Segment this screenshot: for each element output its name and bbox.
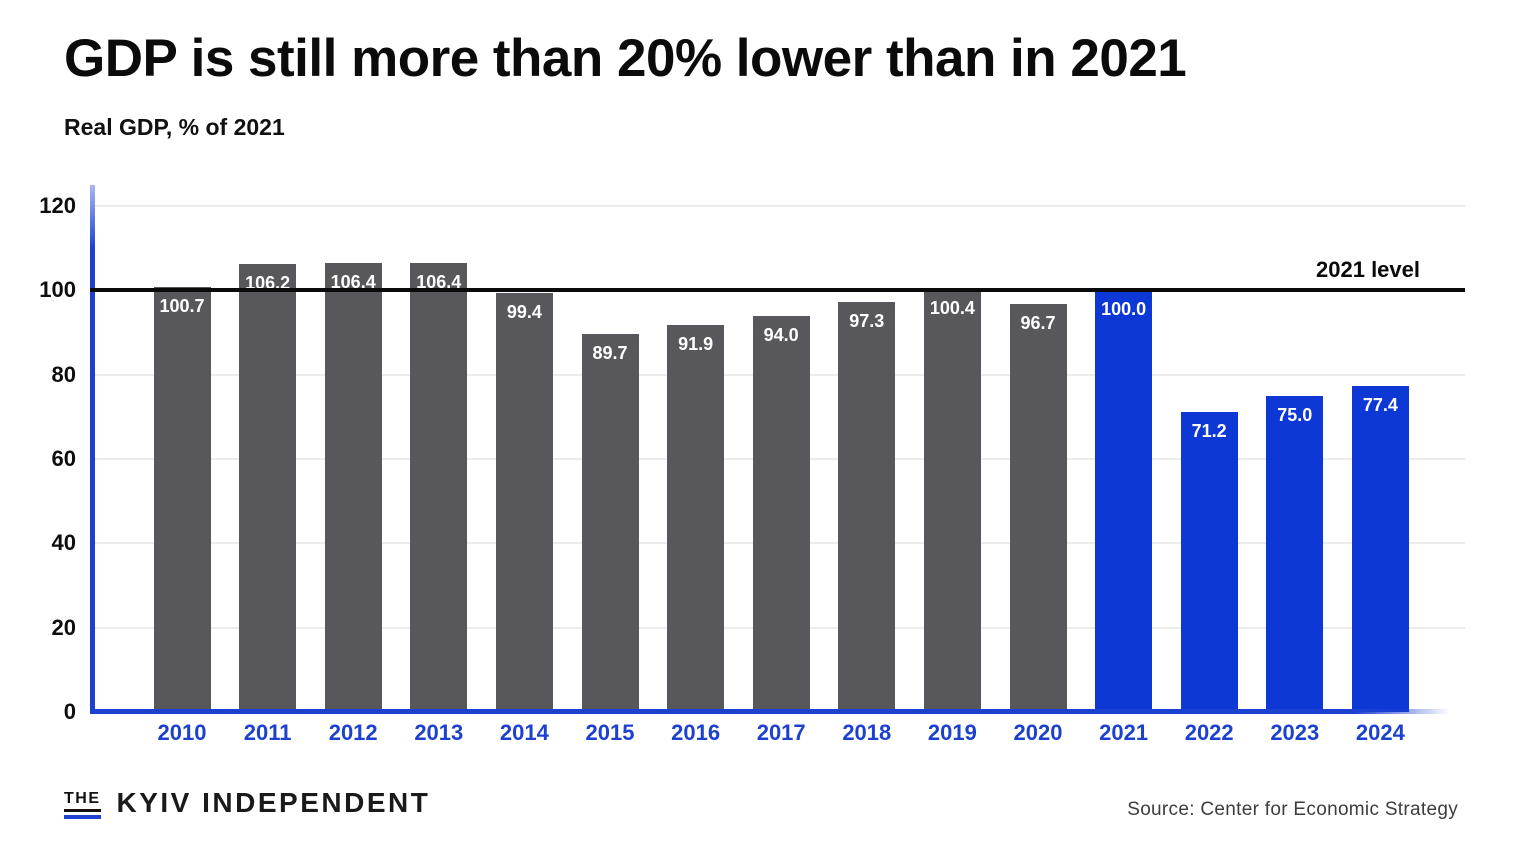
bar-value-label-2016: 91.9 bbox=[678, 333, 714, 354]
bar-value-label-2024: 77.4 bbox=[1362, 394, 1398, 415]
x-axis-label-2010: 2010 bbox=[157, 720, 207, 745]
y-axis-tick-label-100: 100 bbox=[39, 277, 76, 303]
bar-2022: 71.2 bbox=[1180, 411, 1238, 712]
logo-the-block: THE bbox=[64, 790, 101, 819]
bar-value-label-2014: 99.4 bbox=[506, 301, 542, 322]
bar-2013: 106.4 bbox=[410, 263, 468, 712]
x-axis-label-2017: 2017 bbox=[756, 720, 806, 745]
bar-value-label-2018: 97.3 bbox=[849, 310, 885, 331]
bar-2017: 94.0 bbox=[752, 315, 810, 712]
x-axis-label-2014: 2014 bbox=[499, 720, 549, 745]
bar-value-label-2023: 75.0 bbox=[1277, 404, 1313, 425]
bar-value-label-2012: 106.4 bbox=[330, 272, 376, 293]
x-axis-label-2016: 2016 bbox=[671, 720, 721, 745]
bar-2014: 99.4 bbox=[495, 292, 553, 712]
bar-value-label-2013: 106.4 bbox=[416, 272, 462, 293]
bar-2012: 106.4 bbox=[324, 263, 382, 712]
bar-2019: 100.4 bbox=[923, 288, 981, 712]
x-axis-label-2012: 2012 bbox=[328, 720, 378, 745]
reference-line bbox=[90, 288, 1465, 293]
bar-2016: 91.9 bbox=[667, 324, 725, 712]
x-axis-label-2015: 2015 bbox=[585, 720, 635, 745]
x-axis-label-2021: 2021 bbox=[1099, 720, 1149, 745]
plot-area: 0 20 40 60 80 100 120 100.7 2010 106.2 2011 106.4 20… bbox=[39, 185, 1465, 745]
bar-2023: 75.0 bbox=[1266, 395, 1324, 712]
bar-2011: 106.2 bbox=[239, 264, 297, 712]
bar-value-label-2015: 89.7 bbox=[592, 342, 628, 363]
bar-value-label-2022: 71.2 bbox=[1191, 420, 1227, 441]
logo-blue-underline bbox=[64, 815, 101, 819]
y-axis-tick-label-0: 0 bbox=[63, 699, 76, 724]
logo-the-text: THE bbox=[64, 790, 101, 812]
gridline-y-120 bbox=[92, 205, 1465, 208]
logo-name-text: KYIV INDEPENDENT bbox=[116, 787, 431, 818]
source-credit: Source: Center for Economic Strategy bbox=[1127, 799, 1458, 820]
x-axis-label-2011: 2011 bbox=[243, 720, 292, 745]
x-axis-label-2024: 2024 bbox=[1355, 720, 1405, 745]
x-axis-label-2019: 2019 bbox=[927, 720, 977, 745]
bar-value-label-2010: 100.7 bbox=[159, 296, 205, 317]
x-axis-label-2018: 2018 bbox=[842, 720, 892, 745]
bar-value-label-2011: 106.2 bbox=[245, 273, 291, 294]
bar-2018: 97.3 bbox=[838, 301, 896, 712]
y-axis-tick-label-40: 40 bbox=[51, 530, 76, 556]
bar-2015: 89.7 bbox=[581, 333, 639, 712]
bar-value-label-2017: 94.0 bbox=[763, 324, 799, 345]
y-axis-tick-label-120: 120 bbox=[39, 193, 76, 219]
x-axis-label-2022: 2022 bbox=[1184, 720, 1234, 745]
y-axis-tick-label-80: 80 bbox=[51, 361, 76, 387]
bar-2020: 96.7 bbox=[1009, 304, 1067, 712]
bar-2010: 100.7 bbox=[153, 287, 211, 712]
bar-2024: 77.4 bbox=[1351, 385, 1409, 712]
page-title: GDP is still more than 20% lower than in… bbox=[64, 29, 1187, 88]
x-axis-line bbox=[90, 709, 1450, 714]
y-axis-tick-label-20: 20 bbox=[51, 614, 76, 640]
x-axis-label-2013: 2013 bbox=[414, 720, 464, 745]
y-axis-line bbox=[90, 185, 95, 712]
reference-line-label: 2021 level bbox=[1316, 257, 1420, 283]
y-axis-tick-label-60: 60 bbox=[51, 446, 76, 472]
kyiv-independent-logo: THE KYIV INDEPENDENT bbox=[64, 787, 430, 819]
x-axis-label-2020: 2020 bbox=[1013, 720, 1063, 745]
bar-value-label-2021: 100.0 bbox=[1101, 299, 1147, 320]
bar-value-label-2020: 96.7 bbox=[1020, 313, 1056, 334]
chart-subtitle: Real GDP, % of 2021 bbox=[64, 114, 285, 140]
x-axis-label-2023: 2023 bbox=[1270, 720, 1320, 745]
bar-value-label-2019: 100.4 bbox=[929, 297, 975, 318]
bar-2021: 100.0 bbox=[1095, 290, 1153, 712]
